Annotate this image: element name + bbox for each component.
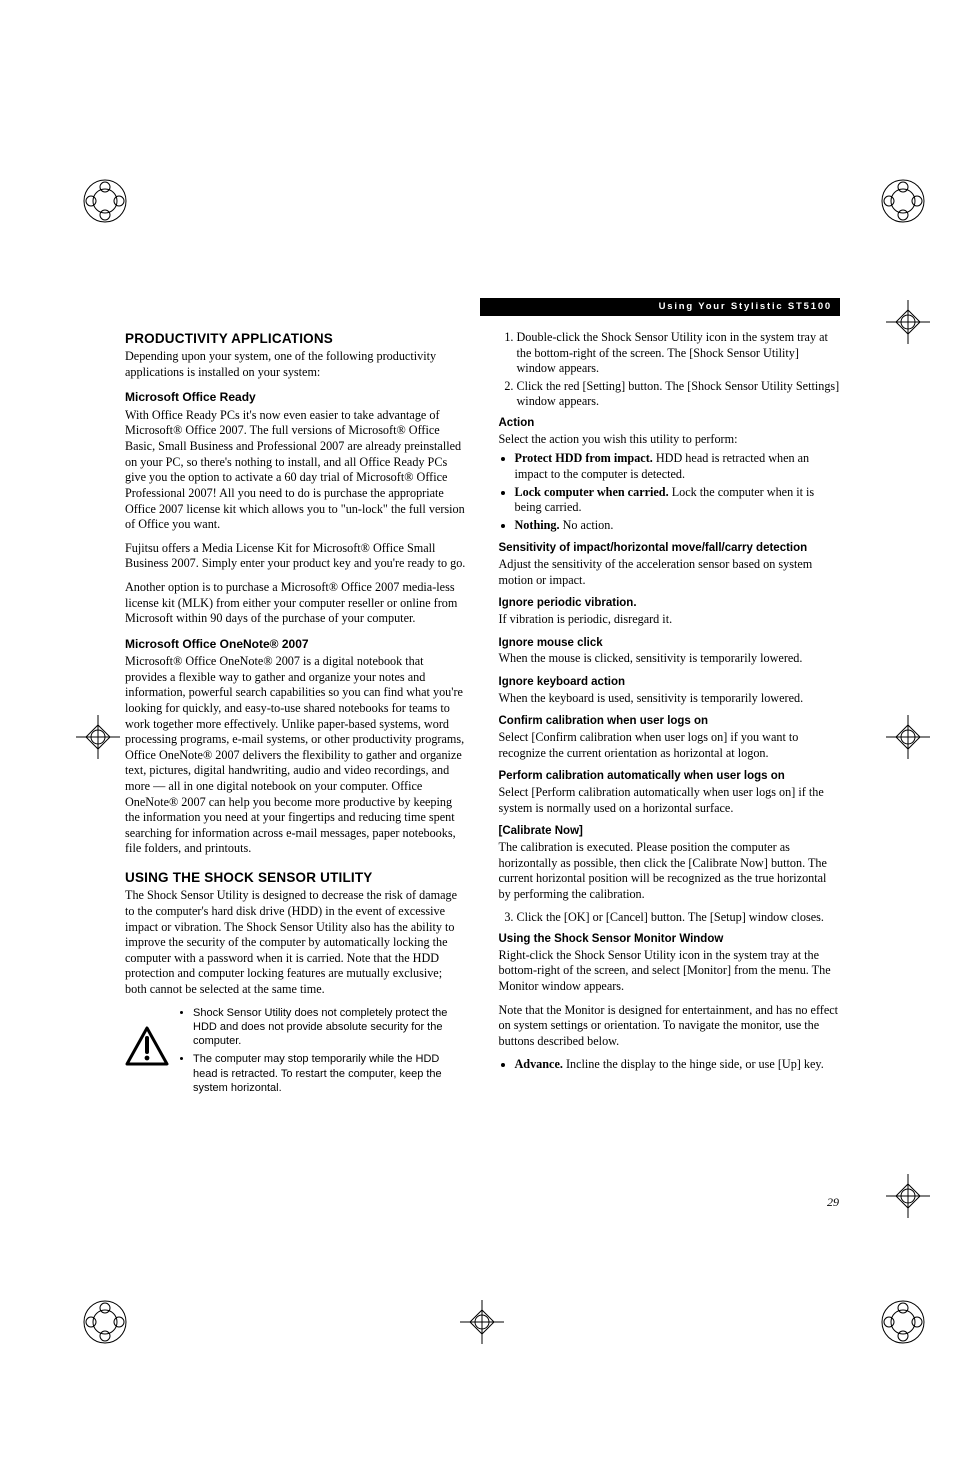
warning-note: Shock Sensor Utility does not completely… [125,1006,467,1100]
note-item: Shock Sensor Utility does not completely… [193,1006,467,1049]
body-text: Select [Perform calibration automaticall… [499,785,841,816]
warning-icon [125,1006,169,1100]
registration-mark-icon [880,178,926,224]
crop-mark-icon [886,300,930,349]
registration-mark-icon [82,1299,128,1345]
option-heading: Using the Shock Sensor Monitor Window [499,932,841,947]
option-heading: Sensitivity of impact/horizontal move/fa… [499,541,841,556]
body-text: Fujitsu offers a Media License Kit for M… [125,541,467,572]
body-text: Another option is to purchase a Microsof… [125,580,467,627]
option-heading: Ignore periodic vibration. [499,596,841,611]
option-heading: [Calibrate Now] [499,824,841,839]
right-column: Double-click the Shock Sensor Utility ic… [499,330,841,1099]
section-heading: PRODUCTIVITY APPLICATIONS [125,330,467,347]
page: Using Your Stylistic ST5100 PRODUCTIVITY… [0,0,954,1475]
left-column: PRODUCTIVITY APPLICATIONS Depending upon… [125,330,467,1099]
body-text: Adjust the sensitivity of the accelerati… [499,557,841,588]
body-text: Select [Confirm calibration when user lo… [499,730,841,761]
subsection-heading: Microsoft Office Ready [125,390,467,405]
crop-mark-icon [460,1300,504,1349]
body-text: Note that the Monitor is designed for en… [499,1003,841,1050]
subsection-heading: Microsoft Office OneNote® 2007 [125,637,467,652]
list-item: Nothing. No action. [515,518,841,534]
body-text: Right-click the Shock Sensor Utility ico… [499,948,841,995]
registration-mark-icon [880,1299,926,1345]
section-heading: USING THE SHOCK SENSOR UTILITY [125,869,467,886]
option-heading: Perform calibration automatically when u… [499,769,841,784]
step-item: Click the [OK] or [Cancel] button. The [… [517,910,841,926]
crop-mark-icon [886,1174,930,1223]
option-heading: Ignore mouse click [499,636,841,651]
body-text: If vibration is periodic, disregard it. [499,612,841,628]
body-text: Depending upon your system, one of the f… [125,349,467,380]
body-text: With Office Ready PCs it's now even easi… [125,408,467,533]
step-item: Click the red [Setting] button. The [Sho… [517,379,841,410]
page-number: 29 [827,1195,839,1210]
body-text: The calibration is executed. Please posi… [499,840,841,902]
body-text: Select the action you wish this utility … [499,432,841,448]
page-header: Using Your Stylistic ST5100 [480,298,840,316]
crop-mark-icon [886,715,930,764]
note-item: The computer may stop temporarily while … [193,1052,467,1095]
content-area: PRODUCTIVITY APPLICATIONS Depending upon… [125,330,840,1099]
body-text: The Shock Sensor Utility is designed to … [125,888,467,997]
option-heading: Ignore keyboard action [499,675,841,690]
body-text: When the keyboard is used, sensitivity i… [499,691,841,707]
body-text: Microsoft® Office OneNote® 2007 is a dig… [125,654,467,857]
option-heading: Confirm calibration when user logs on [499,714,841,729]
registration-mark-icon [82,178,128,224]
list-item: Lock computer when carried. Lock the com… [515,485,841,516]
list-item: Advance. Incline the display to the hing… [515,1057,841,1073]
body-text: When the mouse is clicked, sensitivity i… [499,651,841,667]
step-item: Double-click the Shock Sensor Utility ic… [517,330,841,377]
crop-mark-icon [76,715,120,764]
list-item: Protect HDD from impact. HDD head is ret… [515,451,841,482]
option-heading: Action [499,416,841,431]
